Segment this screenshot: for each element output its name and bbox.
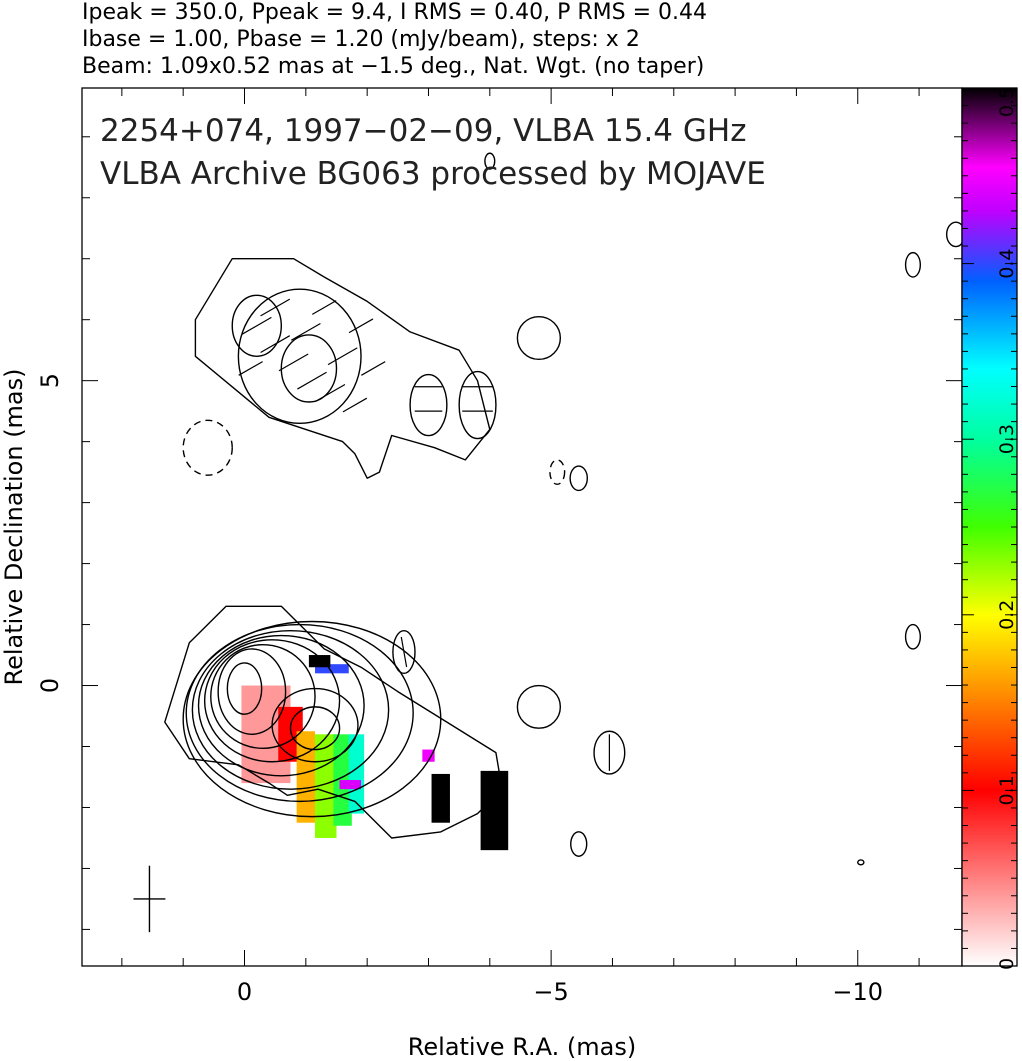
contour-line (203, 639, 341, 763)
x-tick-label: −5 (533, 978, 568, 1006)
contour-line (904, 623, 921, 650)
contour-line (197, 634, 365, 777)
contour-line (237, 288, 362, 425)
contour-line (280, 334, 338, 403)
contour-line (217, 648, 287, 736)
y-tick-label: 5 (36, 373, 64, 388)
contour-line (904, 251, 921, 278)
evpa-stick (238, 361, 263, 376)
polarization-pixel (296, 731, 316, 823)
contour-line (231, 294, 283, 357)
colorbar-tick-label: 0.3 (996, 424, 1018, 454)
contour-line (458, 370, 497, 440)
contour-line (271, 687, 359, 763)
polarization-pixel (431, 773, 450, 823)
evpa-stick (361, 361, 386, 376)
header-text: Ipeak = 350.0, Ppeak = 9.4, I RMS = 0.40… (82, 0, 707, 79)
evpa-stick (260, 298, 291, 317)
polarization-pixel (422, 749, 435, 762)
polarization-pixel (480, 770, 509, 851)
contour-line (409, 373, 448, 437)
contour-line (185, 623, 414, 803)
contour-line (516, 684, 562, 729)
contour-line (289, 706, 341, 751)
header-line: Beam: 1.09x0.52 mas at −1.5 deg., Nat. W… (82, 54, 704, 79)
evpa-stick (241, 316, 272, 335)
axis-ticks: 0 −5 −10 0 5 (36, 88, 962, 1006)
colorbar-tick-label: 0.2 (996, 600, 1018, 630)
evpa-stick (278, 353, 309, 372)
contour-line (569, 465, 589, 492)
header-line: Ibase = 1.00, Pbase = 1.20 (mJy/beam), s… (82, 27, 640, 52)
x-axis-label: Relative R.A. (mas) (408, 1033, 636, 1061)
colorbar-tick-label: 0.5 (996, 87, 1018, 117)
evpa-stick (311, 300, 337, 315)
annotation-line: VLBA Archive BG063 processed by MOJAVE (100, 156, 766, 192)
evpa-stick (342, 397, 368, 413)
evpa-stick (327, 347, 358, 366)
contour-line (226, 662, 263, 715)
colorbar-tick-label: 0.1 (996, 775, 1018, 805)
contour-line (484, 152, 496, 170)
x-tick-label: 0 (237, 978, 252, 1006)
polarization-pixel (315, 734, 337, 838)
y-tick-label: 0 (36, 678, 64, 693)
evpa-stick (315, 383, 346, 402)
plot-frame (81, 87, 963, 967)
contour-line (593, 730, 626, 775)
polarization-pixel (348, 734, 365, 814)
contour-line (191, 629, 390, 790)
evpa-stick (348, 318, 374, 334)
contour-line (549, 459, 566, 486)
contour-line (164, 605, 503, 839)
evpa-stick (290, 322, 321, 341)
polarization-pixel (315, 664, 349, 674)
colorbar-tick-label: 0 (996, 958, 1018, 970)
x-tick-label: −10 (832, 978, 883, 1006)
annotation-line: 2254+074, 1997−02−09, VLBA 15.4 GHz (100, 113, 746, 149)
contour-line (392, 629, 416, 675)
contour-line (210, 643, 316, 750)
polarization-pixel (339, 780, 362, 790)
y-axis-label: Relative Declination (mas) (0, 368, 28, 685)
contour-line (194, 258, 491, 479)
contour-line (182, 620, 442, 818)
colorbar-tick-label: 0.4 (996, 248, 1018, 278)
header-line: Ipeak = 350.0, Ppeak = 9.4, I RMS = 0.40… (82, 0, 707, 25)
colorbar-ticks: 0 0.1 0.2 0.3 0.4 0.5 (962, 87, 1018, 970)
contour-line (570, 831, 588, 857)
contour-line (857, 859, 865, 866)
contour-line (516, 315, 562, 361)
beam-cross (133, 865, 166, 933)
evpa-sticks (238, 298, 610, 771)
evpa-stick (297, 371, 327, 390)
intensity-contours (164, 152, 966, 866)
annotations: 2254+074, 1997−02−09, VLBA 15.4 GHz VLBA… (100, 113, 766, 192)
polarization-pixel (308, 655, 331, 668)
evpa-stick (260, 335, 291, 353)
contour-line (182, 419, 233, 476)
evpa-stick (400, 636, 408, 668)
colorbar (961, 87, 1018, 967)
